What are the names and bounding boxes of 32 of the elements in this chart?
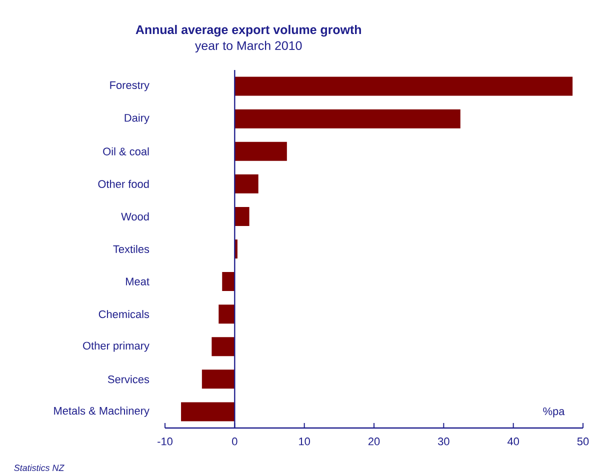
text: Statistics NZ (14, 464, 64, 471)
x-tick-label: 20 (368, 437, 380, 446)
y-tick-label: Chemicals (98, 310, 150, 318)
x-tick-label: 0 (232, 437, 238, 446)
x-tick-label: 30 (438, 437, 450, 446)
y-tick-label: Forestry (110, 81, 150, 91)
x-axis-title: %pa (543, 407, 565, 418)
bar (234, 206, 250, 226)
y-tick-label: Meat (126, 278, 150, 286)
bar (181, 402, 235, 422)
bar (234, 142, 287, 161)
chart-title: Annual average export volume growth (136, 24, 361, 36)
y-tick-label: Other food (98, 180, 149, 188)
bar (218, 304, 235, 324)
y-tick-label: Wood (121, 212, 149, 220)
bar (234, 76, 573, 96)
x-tick-label: 50 (577, 437, 589, 446)
x-tick-label: 40 (507, 437, 519, 446)
bar (234, 109, 460, 128)
y-tick-label: Metals & Machinery (54, 406, 150, 417)
chart-subtitle: year to March 2010 (194, 40, 302, 52)
bar (202, 370, 235, 389)
bar (234, 174, 258, 194)
x-tick-label: 10 (299, 437, 310, 446)
bar (222, 272, 235, 291)
bar (212, 336, 235, 356)
y-tick-label: Dairy (124, 114, 150, 124)
y-tick-label: Services (108, 374, 150, 384)
y-tick-label: Other primary (83, 341, 150, 352)
x-tick-label: -10 (158, 437, 172, 446)
y-tick-label: Oil & coal (103, 147, 149, 156)
y-tick-label: Textiles (113, 244, 150, 253)
